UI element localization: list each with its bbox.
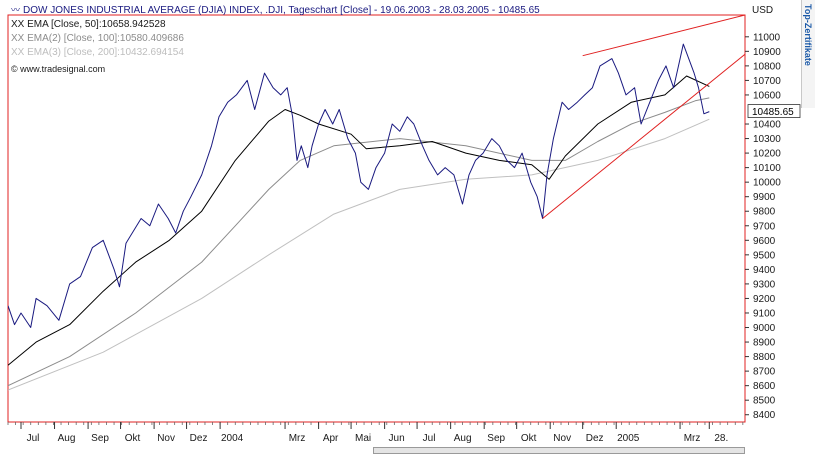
y-tick-label: 9400 [753, 265, 776, 276]
y-tick-label: 9900 [753, 192, 776, 203]
legend-ema50: XX EMA [Close, 50]:10658.942528 [11, 19, 166, 31]
y-tick-label: 11000 [753, 32, 781, 43]
y-tick-label: 9700 [753, 221, 776, 232]
x-tick-label: Mrz [684, 433, 701, 444]
y-axis: 8400 8500 8600 8700 8800 8900 9000 9100 9200 9300… [745, 32, 801, 421]
x-tick-label: Apr [323, 433, 339, 444]
trendline-1[interactable] [582, 15, 745, 57]
x-tick-label: Okt [521, 433, 537, 444]
y-tick-label: 9000 [753, 323, 776, 334]
y-tick-label: 10100 [753, 163, 781, 174]
legend-ema100: XX EMA(2) [Close, 100]:10580.409686 [11, 33, 184, 45]
horizontal-scrollbar[interactable] [373, 447, 745, 454]
side-tab-label: Top-Zertifikate [803, 4, 813, 66]
trendline-2[interactable] [542, 53, 745, 219]
legend-price-label: DOW JONES INDUSTRIAL AVERAGE (DJIA) INDE… [23, 5, 540, 16]
currency-label: USD [752, 5, 774, 16]
x-tick-label: 2004 [221, 433, 244, 444]
x-tick-label: Sep [91, 433, 109, 444]
series-line-ema200 [8, 118, 710, 391]
x-tick-label: Jul [27, 433, 40, 444]
legend-ema100-label: XX EMA(2) [Close, 100]:10580.409686 [11, 33, 184, 44]
y-tick-label: 9300 [753, 279, 776, 290]
y-tick-label: 8500 [753, 396, 776, 407]
y-tick-label: 10000 [753, 178, 781, 189]
series-line-ema50 [8, 75, 710, 366]
source-credit: © www.tradesignal.com [11, 63, 105, 75]
y-tick-label: 8800 [753, 352, 776, 363]
x-tick-label: 28. [714, 433, 728, 444]
price-panel [7, 14, 746, 423]
source-credit-label: © www.tradesignal.com [11, 64, 106, 74]
x-tick-label: Nov [157, 433, 175, 444]
y-tick-label: 8900 [753, 338, 776, 349]
last-value-label: 10485.65 [752, 107, 794, 118]
x-tick-label: Mrz [289, 433, 306, 444]
x-tick-label: Aug [58, 433, 76, 444]
y-tick-label: 10200 [753, 149, 781, 160]
y-tick-label: 10600 [753, 90, 781, 101]
y-tick-label: 10800 [753, 61, 781, 72]
y-tick-label: 9100 [753, 308, 776, 319]
x-tick-label: Nov [553, 433, 571, 444]
y-tick-label: 8700 [753, 367, 776, 378]
y-tick-label: 10900 [753, 47, 781, 58]
y-tick-label: 8600 [753, 381, 776, 392]
line-series-icon: 〰 [11, 6, 21, 16]
y-tick-label: 9800 [753, 207, 776, 218]
legend-ema200: XX EMA(3) [Close, 200]:10432.694154 [11, 47, 184, 59]
y-tick-label: 9200 [753, 294, 776, 305]
y-tick-label: 10700 [753, 76, 781, 87]
x-tick-label: Jun [389, 433, 405, 444]
x-tick-label: 2005 [617, 433, 640, 444]
x-tick-label: Okt [125, 433, 141, 444]
x-tick-label: Sep [487, 433, 505, 444]
series-line-price [8, 43, 710, 328]
x-tick-label: Dez [586, 433, 604, 444]
side-tab[interactable]: Top-Zertifikate [801, 0, 815, 108]
legend-ema200-label: XX EMA(3) [Close, 200]:10432.694154 [11, 47, 184, 58]
y-tick-label: 8400 [753, 410, 776, 421]
last-value-box [747, 104, 801, 118]
y-tick-label: 10400 [753, 120, 781, 131]
x-tick-label: Aug [454, 433, 472, 444]
plot-frame [7, 14, 746, 423]
legend-price-series: 〰 DOW JONES INDUSTRIAL AVERAGE (DJIA) IND… [11, 5, 540, 17]
x-tick-label: Jul [423, 433, 436, 444]
y-tick-label: 9600 [753, 236, 776, 247]
x-axis: Jul Aug Sep Okt Nov Dez 2004 Mrz Apr Mai Jun Jul Aug… [7, 422, 744, 444]
x-tick-label: Dez [190, 433, 208, 444]
x-tick-label: Mai [355, 433, 371, 444]
y-tick-label: 9500 [753, 250, 776, 261]
y-tick-label: 10300 [753, 134, 781, 145]
plot-area [8, 15, 745, 391]
legend-ema50-label: XX EMA [Close, 50]:10658.942528 [11, 19, 166, 30]
